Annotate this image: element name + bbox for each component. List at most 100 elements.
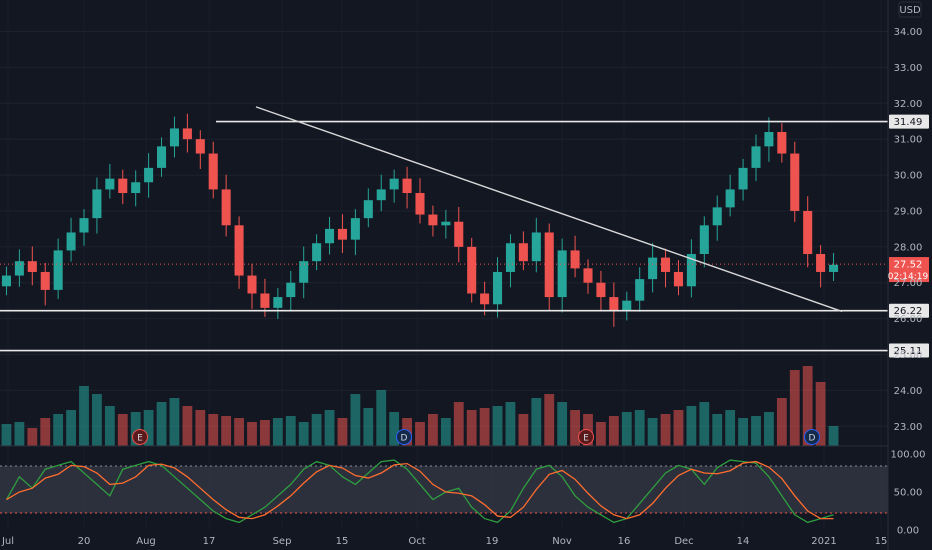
volume-bar: [453, 402, 464, 446]
candle-body: [286, 282, 296, 298]
volume-bar: [92, 394, 102, 446]
level-price-label: 25.11: [894, 346, 923, 357]
candle-body: [751, 146, 761, 168]
volume-bar: [712, 414, 723, 446]
time-tick-label: 20: [78, 536, 91, 547]
descending-trendline[interactable]: [255, 106, 843, 313]
price-axis[interactable]: 23.00 24.00 25.00 26.00 27.00 28.00 29.00 30.00…: [894, 27, 923, 433]
candle-body: [1, 275, 11, 287]
candle-body: [169, 128, 179, 147]
volume-bar: [104, 406, 115, 446]
volume-bar: [738, 418, 748, 446]
candle-body: [376, 189, 386, 201]
candle-body: [505, 243, 515, 272]
price-tick-label: 26.00: [894, 314, 923, 325]
candle-body: [260, 293, 270, 308]
candle-body: [14, 261, 24, 276]
volume-bar: [764, 412, 774, 446]
candle-body: [699, 225, 709, 255]
time-tick-label: 2021: [811, 536, 836, 547]
volume-bar: [337, 418, 348, 446]
candle-body: [66, 232, 76, 251]
volume-bar: [376, 390, 387, 446]
candle-body: [182, 128, 192, 140]
candle-body: [596, 282, 606, 298]
candle-body: [428, 214, 438, 226]
indicator-tick-label: 100.00: [891, 450, 926, 461]
volume-bar: [815, 382, 826, 446]
candle-body: [816, 254, 826, 272]
candle-body: [273, 297, 283, 308]
indicator-tick-label: 0.00: [897, 526, 919, 537]
trendline-group[interactable]: [255, 106, 843, 313]
dividend-badge-icon[interactable]: [396, 429, 412, 445]
candle-body: [27, 261, 37, 272]
dividend-badge-icon[interactable]: [804, 429, 820, 445]
earnings-badge-icon[interactable]: [578, 429, 594, 445]
volume-bar: [14, 422, 25, 446]
time-tick-label: Sep: [273, 536, 292, 547]
candle-body: [441, 221, 451, 226]
price-tick-label: 32.00: [894, 99, 923, 110]
volume-bar: [285, 416, 296, 446]
volume-bar: [79, 386, 89, 446]
volume-bar: [802, 366, 813, 446]
candle-body: [144, 167, 154, 183]
time-tick-label: 17: [203, 536, 216, 547]
event-badge-letter: D: [809, 434, 816, 444]
candle-body: [531, 232, 541, 262]
candlesticks: [1, 113, 839, 327]
volume-bar: [647, 418, 658, 446]
volume-bar: [169, 398, 180, 446]
time-tick-label: Aug: [136, 536, 156, 547]
volume-bar: [260, 420, 270, 446]
volume-bar: [699, 402, 710, 446]
stochastic-d-line: [6, 460, 834, 520]
time-axis[interactable]: Jul 20 Aug 17 Sep 15 Oct 19 Nov 16 Dec 14 2021 15: [1, 536, 887, 547]
volume-bar: [182, 406, 193, 446]
price-tick-label: 31.00: [894, 135, 923, 146]
candle-body: [493, 271, 503, 305]
volume-bar: [27, 428, 38, 446]
volume-bar: [686, 406, 697, 446]
stochastic-band-fill: [0, 466, 888, 513]
volume-bar: [156, 402, 167, 446]
currency-badge[interactable]: [898, 1, 922, 18]
countdown-label: 02:14:19: [888, 272, 929, 282]
volume-bar: [221, 416, 232, 446]
current-price-tag[interactable]: [889, 257, 929, 283]
event-badge-letter: E: [137, 434, 143, 444]
volume-bar: [634, 410, 645, 446]
volume-bar: [466, 410, 477, 446]
candle-body: [686, 254, 696, 287]
current-price-label: 27.52: [894, 260, 923, 271]
volume-bar: [440, 418, 451, 446]
candle-body: [570, 250, 580, 269]
candle-body: [234, 225, 244, 276]
candle-body: [609, 297, 619, 312]
time-tick-label: 19: [486, 536, 499, 547]
volume-bar: [492, 406, 503, 446]
candle-body: [363, 200, 373, 219]
stochastic-k-line: [5, 459, 834, 524]
volume-bar: [751, 416, 761, 446]
time-tick-label: Jul: [1, 536, 14, 547]
level-price-tag: [889, 343, 929, 358]
event-badge-letter: D: [401, 434, 408, 444]
currency-label: USD: [899, 5, 921, 16]
stochastic-lines: [5, 459, 834, 524]
earnings-badge-icon[interactable]: [132, 429, 148, 445]
candle-body: [79, 218, 89, 233]
level-price-tag: [889, 303, 929, 318]
price-tick-label: 25.00: [894, 350, 923, 361]
stochastic-band: [0, 465, 888, 514]
volume-bar: [350, 394, 361, 446]
volume-bar: [596, 422, 606, 446]
volume-bar: [130, 412, 141, 446]
event-badge-letter: E: [583, 434, 589, 444]
time-tick-label: 15: [336, 536, 349, 547]
